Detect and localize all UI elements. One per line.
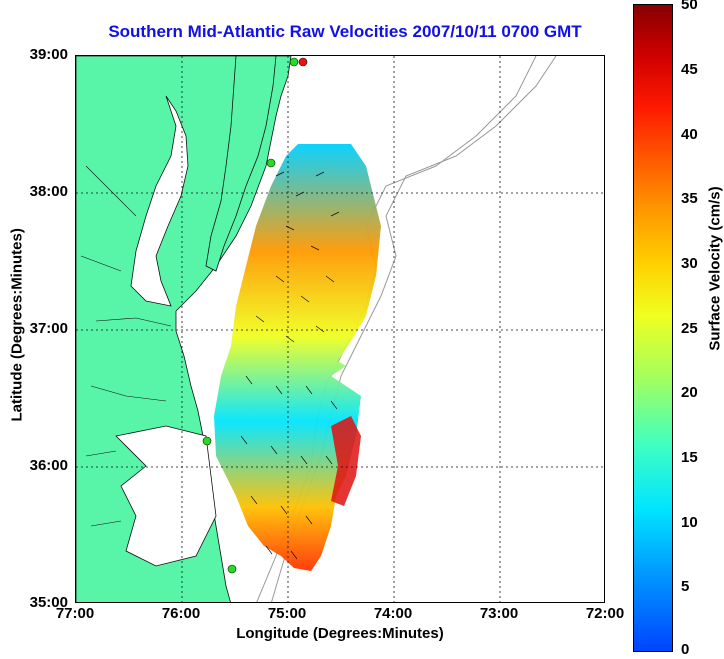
- pamlico-sound: [115, 425, 217, 567]
- x-tick-label: 75:00: [267, 605, 307, 622]
- x-tick-label: 74:00: [373, 605, 413, 622]
- station-marker: [289, 57, 299, 67]
- delmarva-peninsula: [205, 56, 277, 272]
- x-tick-label: 72:00: [585, 605, 625, 622]
- colorbar-tick-label: 5: [681, 578, 690, 595]
- x-tick-label: 73:00: [479, 605, 519, 622]
- colorbar-tick-label: 20: [681, 384, 698, 401]
- colorbar: [633, 4, 673, 652]
- colorbar-label: Surface Velocity (cm/s): [706, 186, 724, 351]
- colorbar-tick-label: 40: [681, 126, 698, 143]
- colorbar-tick-label: 10: [681, 514, 698, 531]
- colorbar-tick-label: 15: [681, 449, 698, 466]
- river-lines: [80, 165, 172, 527]
- colorbar-tick-label: 50: [681, 0, 698, 13]
- station-marker: [202, 436, 212, 446]
- grid-lines: [76, 56, 604, 602]
- colorbar-tick-label: 35: [681, 190, 698, 207]
- colorbar-tick-label: 30: [681, 255, 698, 272]
- map-title: Southern Mid-Atlantic Raw Velocities 200…: [108, 22, 582, 41]
- y-tick-label: 36:00: [29, 457, 68, 474]
- chesapeake-bay: [130, 95, 189, 307]
- colorbar-tick-label: 0: [681, 641, 690, 658]
- y-tick-label: 38:00: [29, 183, 68, 200]
- velocity-hotspot: [331, 416, 361, 506]
- x-tick-label: 76:00: [161, 605, 201, 622]
- colorbar-tick-label: 25: [681, 320, 698, 337]
- station-marker: [227, 564, 237, 574]
- y-tick-label: 37:00: [29, 320, 68, 337]
- y-tick-label: 35:00: [29, 594, 68, 611]
- station-marker-red: [298, 57, 308, 67]
- map-svg: [76, 56, 604, 602]
- x-axis-label: Longitude (Degrees:Minutes): [236, 625, 444, 642]
- y-axis-label: Latitude (Degrees:Minutes): [8, 228, 26, 422]
- colorbar-tick-label: 45: [681, 61, 698, 78]
- x-tick-label: 77:00: [55, 605, 95, 622]
- station-marker: [266, 158, 276, 168]
- map-plot-area: [75, 55, 605, 603]
- velocity-vectors: [240, 171, 340, 560]
- y-tick-label: 39:00: [29, 46, 68, 63]
